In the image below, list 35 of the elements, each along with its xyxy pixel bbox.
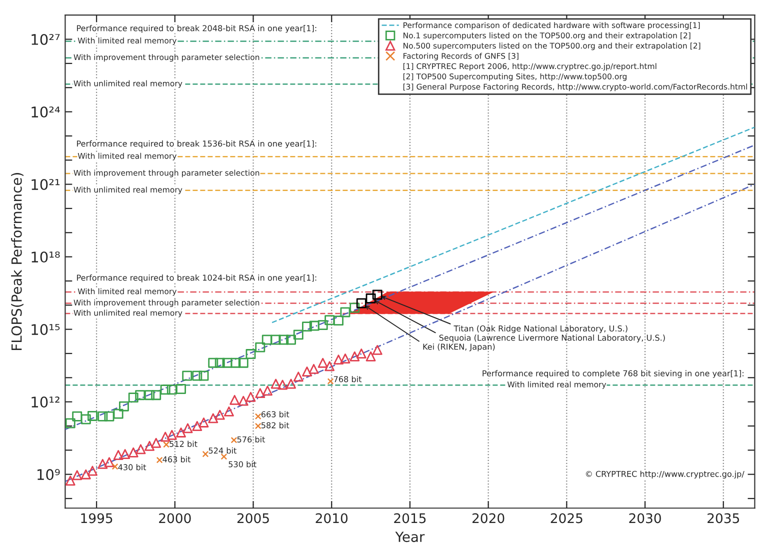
x-tick-label: 2020 (472, 513, 504, 524)
y-tick-label: 10¹⁵ (32, 324, 60, 336)
annotation: 582 bit (262, 422, 290, 428)
annotation: Performance required to break 1536-bit RSA in one year[1]: (77, 140, 316, 148)
x-tick-label: 2030 (629, 513, 661, 524)
y-tick-label: 10⁹ (38, 469, 60, 480)
y-tick-label: 10¹⁸ (32, 252, 60, 263)
x-tick-label: 1995 (81, 513, 112, 524)
annotation: Sequoia (Lawrence Livermore National Laboratory, U.S.) (439, 334, 665, 342)
annotation: Performance required to break 2048-bit RSA in one year[1]: (77, 25, 316, 33)
y-axis-title: FLOPS(Peak Performance) (11, 173, 24, 350)
annotation: 524 bit (208, 447, 236, 454)
y-tick-label: 10¹² (32, 396, 60, 408)
annotation: 768 bit (334, 376, 362, 382)
x-tick-label: 2000 (159, 513, 191, 524)
y-tick-label: 10²⁴ (32, 106, 60, 118)
annotation: Performance required to complete 768 bit sieving in one year[1]: (482, 370, 744, 378)
x-tick-label: 2025 (550, 513, 582, 524)
annotation: 663 bit (261, 411, 290, 418)
annotation: 512 bit (170, 440, 198, 447)
y-tick-label: 10²⁷ (32, 34, 60, 46)
y-tick-label: 10²¹ (32, 179, 60, 190)
annotation: Performance required to break 1024-bit RSA in one year[1]: (77, 274, 316, 282)
x-tick-label: 2015 (394, 513, 426, 524)
annotation: Titan (Oak Ridge National Laboratory, U.S.) (454, 325, 628, 334)
annotation: 576 bit (237, 436, 266, 442)
x-axis-title: Year (395, 532, 425, 542)
annotation: Kei (RIKEN, Japan) (423, 344, 495, 352)
annotation: © CRYPTREC http://www.cryptrec.go.jp/ (586, 470, 744, 479)
annotation: 530 bit (228, 461, 256, 468)
annotation: 430 bit (118, 464, 146, 470)
annotation: 463 bit (162, 456, 191, 462)
x-tick-label: 2010 (316, 513, 348, 524)
x-tick-label: 2035 (708, 513, 740, 524)
x-tick-label: 2005 (237, 513, 269, 524)
